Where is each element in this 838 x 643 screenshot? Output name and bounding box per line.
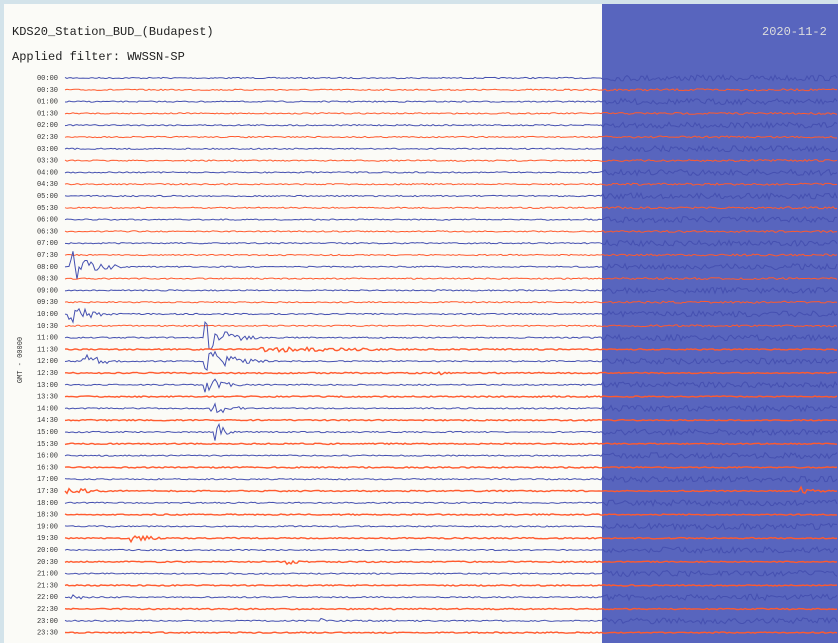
time-label: 12:00 (37, 358, 58, 366)
time-label: 07:30 (37, 252, 58, 260)
time-label: 15:30 (37, 441, 58, 449)
time-label: 01:30 (37, 110, 58, 118)
time-label: 11:00 (37, 335, 58, 343)
time-label: 19:30 (37, 535, 58, 543)
time-label: 06:30 (37, 228, 58, 236)
time-label: 17:00 (37, 476, 58, 484)
time-label: 12:30 (37, 370, 58, 378)
time-label: 20:00 (37, 547, 58, 555)
time-label: 02:00 (37, 122, 58, 130)
time-label: 17:30 (37, 488, 58, 496)
date-label: 2020-11-2 (762, 25, 827, 39)
time-label: 08:00 (37, 264, 58, 272)
time-label: 09:30 (37, 299, 58, 307)
time-label: 00:30 (37, 87, 58, 95)
time-label: 22:00 (37, 594, 58, 602)
time-label: 13:30 (37, 394, 58, 402)
time-label: 20:30 (37, 559, 58, 567)
time-label: 14:00 (37, 405, 58, 413)
time-label: 19:00 (37, 523, 58, 531)
time-label: 04:00 (37, 169, 58, 177)
time-label: 03:30 (37, 158, 58, 166)
time-label: 10:00 (37, 311, 58, 319)
time-label: 05:00 (37, 193, 58, 201)
time-label: 23:30 (37, 630, 58, 638)
time-label: 05:30 (37, 205, 58, 213)
filter-label: Applied filter: WWSSN-SP (12, 50, 185, 64)
time-label: 04:30 (37, 181, 58, 189)
time-label: 08:30 (37, 276, 58, 284)
time-label: 14:30 (37, 417, 58, 425)
time-label: 22:30 (37, 606, 58, 614)
time-label: 21:00 (37, 571, 58, 579)
time-label: 15:00 (37, 429, 58, 437)
time-label: 23:00 (37, 618, 58, 626)
time-label: 00:00 (37, 75, 58, 83)
axis-label: GMT - 00000 (17, 337, 25, 383)
time-label: 03:00 (37, 146, 58, 154)
time-label: 11:30 (37, 346, 58, 354)
time-label: 16:30 (37, 464, 58, 472)
time-label: 18:30 (37, 512, 58, 520)
time-label: 09:00 (37, 287, 58, 295)
saturated-block (602, 4, 838, 643)
seismogram-sheet: KDS20_Station_BUD_(Budapest) Applied fil… (0, 0, 838, 643)
time-label: 01:00 (37, 99, 58, 107)
time-label: 21:30 (37, 582, 58, 590)
station-title: KDS20_Station_BUD_(Budapest) (12, 25, 214, 39)
trace (65, 467, 837, 468)
time-label: 02:30 (37, 134, 58, 142)
time-label: 10:30 (37, 323, 58, 331)
time-label: 18:00 (37, 500, 58, 508)
time-label: 13:00 (37, 382, 58, 390)
time-label: 06:00 (37, 217, 58, 225)
time-label: 16:00 (37, 453, 58, 461)
time-label: 07:00 (37, 240, 58, 248)
